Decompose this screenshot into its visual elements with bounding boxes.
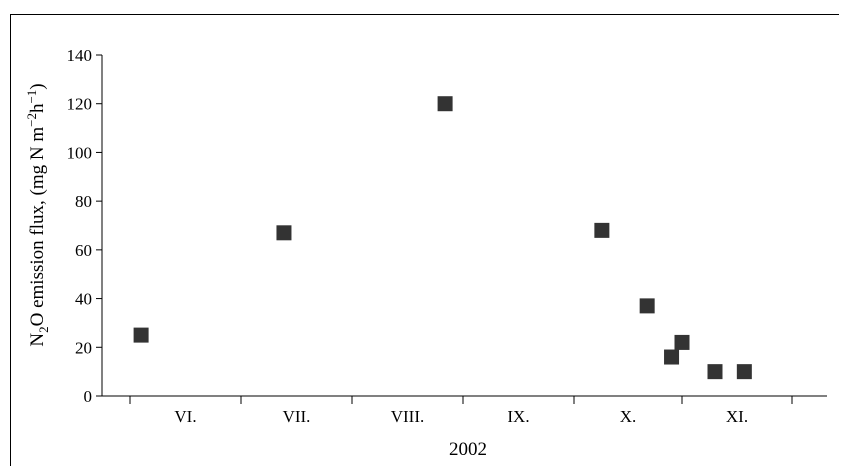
figure-frame: [10, 14, 839, 466]
x-axis-label: 2002: [449, 439, 487, 460]
y-tick-label: 0: [84, 387, 93, 406]
x-tick-label: X.: [620, 407, 637, 426]
x-axis-ticks: VI. VII. VIII. IX. X. XI.: [129, 396, 793, 426]
x-tick-label: VII.: [283, 407, 311, 426]
y-label-sup-1: −2: [24, 113, 39, 127]
y-label-part-d: ): [27, 83, 48, 89]
data-point: [276, 225, 292, 241]
data-point: [437, 96, 453, 112]
y-tick-label: 40: [75, 290, 92, 309]
x-tick-label: IX.: [507, 407, 529, 426]
y-label-sub-1: 2: [36, 326, 51, 333]
data-point: [639, 298, 655, 314]
y-tick-label: 120: [67, 95, 93, 114]
x-tick-label: XI.: [726, 407, 748, 426]
x-tick-label: VIII.: [391, 407, 425, 426]
y-axis-ticks: 0 20 40 60 80 100 120 140: [67, 46, 102, 406]
y-label-part-a: N: [27, 333, 48, 347]
y-label-part-b: O emission flux, (mg N m: [27, 127, 48, 327]
data-point: [674, 334, 690, 350]
y-tick-label: 80: [75, 192, 92, 211]
x-tick-label: VI.: [174, 407, 196, 426]
y-tick-label: 20: [75, 338, 92, 357]
y-label-sup-2: −1: [24, 90, 39, 104]
y-tick-label: 60: [75, 241, 92, 260]
y-label-part-c: h: [27, 103, 48, 113]
data-points: [133, 96, 752, 380]
y-tick-label: 140: [67, 46, 93, 65]
data-point: [736, 364, 752, 380]
data-point: [594, 222, 610, 238]
data-point: [133, 327, 149, 343]
data-point: [707, 364, 723, 380]
y-axis-label: N2O emission flux, (mg N m−2h−1): [24, 83, 51, 346]
data-point: [664, 349, 680, 365]
axes: [101, 55, 827, 397]
y-tick-label: 100: [67, 143, 93, 162]
